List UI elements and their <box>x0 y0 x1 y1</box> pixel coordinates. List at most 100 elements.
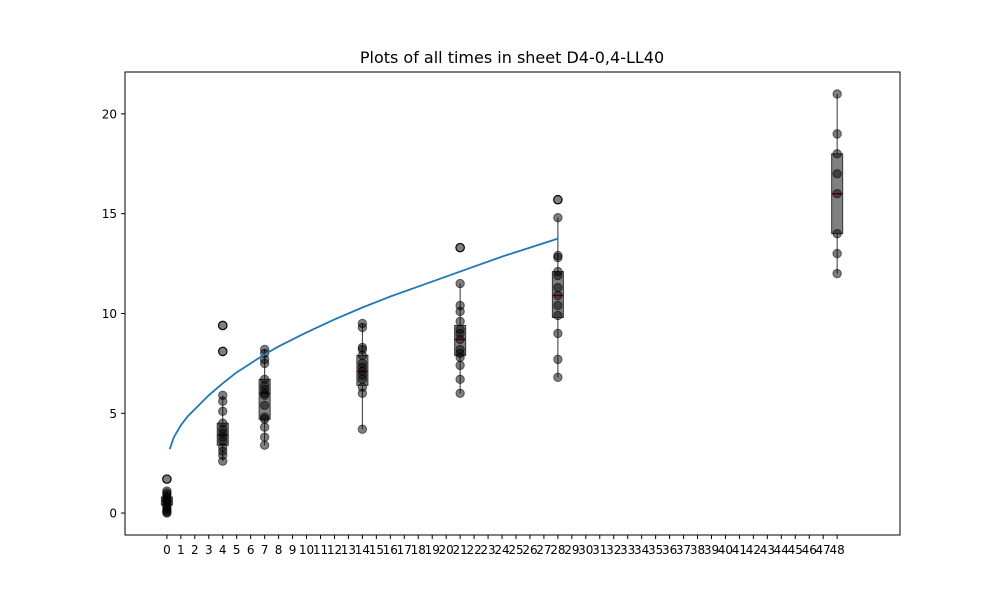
x-tick-label-23: 23 <box>480 543 495 557</box>
data-point-21-0 <box>455 388 465 399</box>
outlier-point-28-0 <box>553 194 563 205</box>
x-tick-label-20: 20 <box>439 543 454 557</box>
data-point-28-1 <box>553 354 563 365</box>
data-point-4-9 <box>218 406 228 416</box>
x-tick-label-44: 44 <box>774 543 789 557</box>
y-tick-label-15: 15 <box>102 207 117 221</box>
data-point-21-2 <box>455 360 465 371</box>
data-point-48-7 <box>832 89 842 99</box>
data-point-28-10 <box>553 250 563 261</box>
x-tick-label-12: 12 <box>327 543 342 557</box>
outlier-point-21-0 <box>455 242 465 253</box>
y-tick-label-20: 20 <box>102 107 117 121</box>
x-tick-label-13: 13 <box>341 543 356 557</box>
x-tick-label-40: 40 <box>718 543 733 557</box>
x-tick-label-18: 18 <box>411 543 426 557</box>
plot-area: 0 1 2 3 4 5 6 7 8 9 101112131415161718192021222324… <box>102 71 901 557</box>
data-point-14-7 <box>357 358 368 369</box>
data-point-7-2 <box>259 422 270 432</box>
chart-title: Plots of all times in sheet D4-0,4-LL40 <box>360 48 664 67</box>
x-tick-label-28: 28 <box>550 543 565 557</box>
data-point-7-10 <box>259 374 270 385</box>
data-point-21-1 <box>455 374 465 385</box>
x-tick-label-10: 10 <box>299 543 314 557</box>
x-tick-label-16: 16 <box>383 543 398 557</box>
data-point-21-9 <box>455 316 465 327</box>
x-tick-label-21: 21 <box>452 543 467 557</box>
data-point-28-6 <box>553 282 563 293</box>
data-point-7-0 <box>259 440 270 450</box>
data-point-28-0 <box>553 372 563 383</box>
x-tick-label-38: 38 <box>690 543 705 557</box>
outlier-point-4-0 <box>217 346 228 357</box>
x-tick-label-29: 29 <box>564 543 579 557</box>
x-tick-label-4: 4 <box>219 543 227 557</box>
x-tick-label-34: 34 <box>634 543 649 557</box>
data-point-28-11 <box>553 212 563 223</box>
data-point-48-4 <box>832 169 842 179</box>
x-tick-label-33: 33 <box>620 543 635 557</box>
data-point-7-5 <box>259 400 270 410</box>
x-tick-label-39: 39 <box>704 543 719 557</box>
x-tick-label-46: 46 <box>802 543 817 557</box>
x-tick-label-36: 36 <box>662 543 677 557</box>
data-point-48-6 <box>832 129 842 139</box>
x-tick-label-31: 31 <box>592 543 607 557</box>
data-point-21-11 <box>455 300 465 311</box>
data-point-14-12 <box>357 318 368 329</box>
data-point-28-5 <box>553 290 563 301</box>
axes-frame <box>124 71 901 536</box>
x-tick-label-7: 7 <box>261 543 269 557</box>
outlier-point-0-0 <box>162 474 172 484</box>
x-tick-label-42: 42 <box>746 543 761 557</box>
x-tick-label-30: 30 <box>578 543 593 557</box>
x-tick-label-2: 2 <box>191 543 199 557</box>
data-point-21-5 <box>455 344 465 355</box>
data-point-48-2 <box>832 228 842 239</box>
x-tick-label-26: 26 <box>522 543 537 557</box>
data-point-48-5 <box>832 149 842 159</box>
x-tick-label-3: 3 <box>205 543 213 557</box>
x-tick-label-6: 6 <box>247 543 255 557</box>
data-point-14-2 <box>357 382 368 393</box>
x-tick-label-27: 27 <box>536 543 551 557</box>
data-point-4-11 <box>218 390 228 401</box>
y-tick-label-5: 5 <box>109 407 117 421</box>
data-point-4-8 <box>218 418 228 428</box>
x-tick-label-15: 15 <box>369 543 384 557</box>
y-tick-label-0: 0 <box>109 507 117 521</box>
fit-line <box>168 237 559 450</box>
x-tick-label-8: 8 <box>275 543 283 557</box>
data-point-21-8 <box>455 324 465 335</box>
x-tick-label-37: 37 <box>676 543 691 557</box>
data-point-7-4 <box>259 412 270 422</box>
data-point-28-2 <box>553 328 563 339</box>
data-point-48-0 <box>832 268 842 279</box>
data-point-28-4 <box>553 300 563 311</box>
x-tick-label-41: 41 <box>732 543 747 557</box>
x-tick-label-45: 45 <box>788 543 803 557</box>
data-point-28-3 <box>553 310 563 321</box>
x-tick-label-35: 35 <box>648 543 663 557</box>
data-point-48-1 <box>832 248 842 259</box>
x-tick-label-25: 25 <box>508 543 523 557</box>
x-tick-label-48: 48 <box>830 543 845 557</box>
x-tick-label-14: 14 <box>355 543 370 557</box>
x-tick-label-24: 24 <box>494 543 509 557</box>
x-tick-label-5: 5 <box>233 543 241 557</box>
x-tick-label-1: 1 <box>177 543 185 557</box>
x-tick-label-43: 43 <box>760 543 775 557</box>
data-point-14-10 <box>357 342 368 353</box>
x-tick-label-9: 9 <box>289 543 297 557</box>
x-tick-label-11: 11 <box>313 543 328 557</box>
data-point-48-3 <box>832 189 842 199</box>
data-point-14-0 <box>357 424 368 434</box>
outlier-point-4-1 <box>217 320 228 331</box>
data-point-0-12 <box>162 486 172 496</box>
x-tick-label-32: 32 <box>606 543 621 557</box>
data-point-7-1 <box>259 432 270 442</box>
x-tick-label-22: 22 <box>466 543 481 557</box>
x-tick-label-17: 17 <box>397 543 412 557</box>
